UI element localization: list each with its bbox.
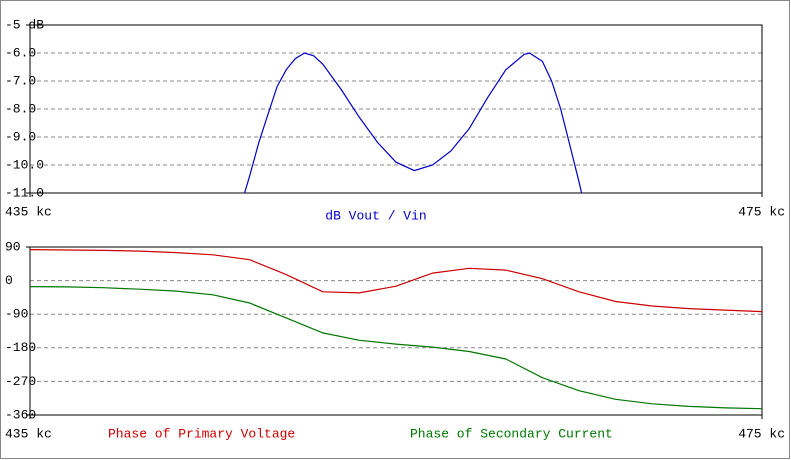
x-tick-label: 475 kc bbox=[738, 426, 785, 441]
y-tick-label: -5 dB bbox=[5, 17, 44, 32]
y-tick-label: 90 bbox=[5, 239, 21, 254]
legend-entry: Phase of Primary Voltage bbox=[108, 426, 295, 441]
x-tick-label: 435 kc bbox=[5, 426, 52, 441]
y-tick-label: -7.0 bbox=[5, 73, 36, 88]
line-series bbox=[30, 286, 762, 410]
line-series bbox=[30, 249, 762, 313]
y-tick-label: -6.0 bbox=[5, 45, 36, 60]
line-series bbox=[243, 52, 583, 193]
x-tick-label: 435 kc bbox=[5, 204, 52, 219]
y-tick-label: -180 bbox=[5, 340, 36, 355]
y-tick-label: 0 bbox=[5, 273, 13, 288]
legend-entry: Phase of Secondary Current bbox=[410, 426, 613, 441]
y-tick-label: -11.0 bbox=[5, 185, 44, 200]
y-tick-label: -90 bbox=[5, 307, 28, 322]
plot-area bbox=[29, 246, 763, 416]
chart-title: dB Vout / Vin bbox=[325, 208, 426, 223]
y-tick-label: -360 bbox=[5, 407, 36, 422]
y-tick-label: -8.0 bbox=[5, 101, 36, 116]
y-tick-label: -9.0 bbox=[5, 129, 36, 144]
y-tick-label: -10.0 bbox=[5, 157, 44, 172]
x-tick-label: 475 kc bbox=[738, 204, 785, 219]
y-tick-label: -270 bbox=[5, 374, 36, 389]
plot-area bbox=[29, 24, 763, 194]
